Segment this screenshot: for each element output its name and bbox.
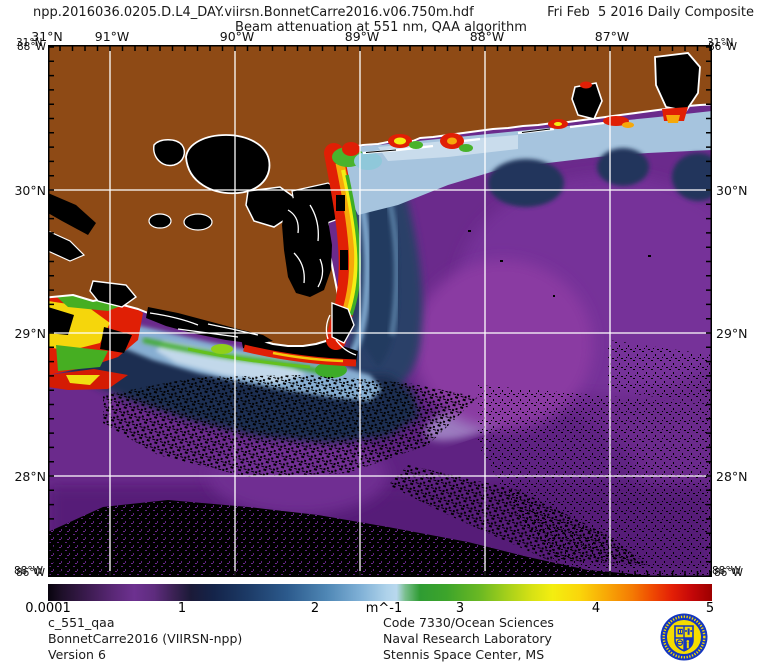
- magenta-plume-water: [413, 260, 593, 430]
- graticule: [48, 45, 712, 577]
- lat-label-left-30n: 30°N: [14, 183, 46, 198]
- cloud-mask-dense: [48, 500, 668, 577]
- cb-tick-max: 5: [705, 601, 715, 616]
- lat-label-left-29n: 29°N: [14, 326, 46, 341]
- terrebonne-marsh: [146, 307, 273, 344]
- product-project: BonnetCarre2016 (VIIRSN-npp): [48, 630, 243, 646]
- lat-label-right-28n: 28°N: [716, 469, 748, 484]
- corner-label-top-left: 31°N 88°W: [16, 37, 46, 53]
- map-raster: [48, 45, 712, 577]
- corner-label-bottom-left: 88°W 86°W: [14, 565, 45, 579]
- product-info: c_551_qaa BonnetCarre2016 (VIIRSN-npp) V…: [48, 615, 242, 662]
- filename-label: npp.2016036.0205.D.L4_DAY.viirsn.BonnetC…: [33, 5, 474, 20]
- cloud-speckle-band: [103, 375, 478, 477]
- organization-info: Code 7330/Ocean Sciences Naval Research …: [383, 615, 554, 662]
- axis-label-87w: 87°W: [594, 29, 630, 44]
- lat-label-left-28n: 28°N: [14, 469, 46, 484]
- org-site: Stennis Space Center, MS: [383, 646, 545, 662]
- lat-label-right-30n: 30°N: [716, 183, 748, 198]
- map-canvas: [48, 45, 712, 577]
- lat-label-right-29n: 29°N: [716, 326, 748, 341]
- map-frame: [48, 45, 712, 577]
- corner-label-top-right: 31°N 86°W: [707, 37, 737, 53]
- figure-subtitle: Beam attenuation at 551 nm, QAA algorith…: [235, 20, 527, 35]
- cb-units: m^-1: [365, 601, 403, 616]
- colorbar: [48, 584, 712, 601]
- nrl-seal-logo: [660, 613, 708, 661]
- cb-tick-min: 0.0001: [25, 601, 71, 616]
- mississippi-delta-plume: [324, 143, 382, 356]
- axis-label-91w: 91°W: [94, 29, 130, 44]
- lake-maurepas: [153, 139, 186, 167]
- org-name: Naval Research Laboratory: [383, 630, 552, 646]
- axis-label-31n: 31°N: [31, 29, 63, 44]
- cb-tick-3: 3: [455, 601, 465, 616]
- barataria-marsh: [282, 195, 332, 297]
- product-id: c_551_qaa: [48, 615, 115, 630]
- axis-label-88w: 88°W: [469, 29, 505, 44]
- composite-date-label: Fri Feb 5 2016 Daily Composite: [547, 5, 754, 20]
- axis-label-90w: 90°W: [219, 29, 255, 44]
- cb-tick-2: 2: [310, 601, 320, 616]
- mobile-bay: [654, 52, 701, 113]
- cb-tick-1: 1: [177, 601, 187, 616]
- coastal-hotspots: [342, 116, 634, 156]
- axis-label-89w: 89°W: [344, 29, 380, 44]
- cb-tick-4: 4: [591, 601, 601, 616]
- product-version: Version 6: [48, 646, 106, 662]
- atchafalaya-plume: [48, 285, 143, 390]
- east-bay: [571, 82, 603, 120]
- corner-label-bottom-right: 88°W 86°W: [712, 565, 743, 579]
- cloud-speckle-sparse: [478, 385, 712, 577]
- org-code: Code 7330/Ocean Sciences: [383, 615, 554, 630]
- title-row: npp.2016036.0205.D.L4_DAY.viirsn.BonnetC…: [0, 5, 762, 20]
